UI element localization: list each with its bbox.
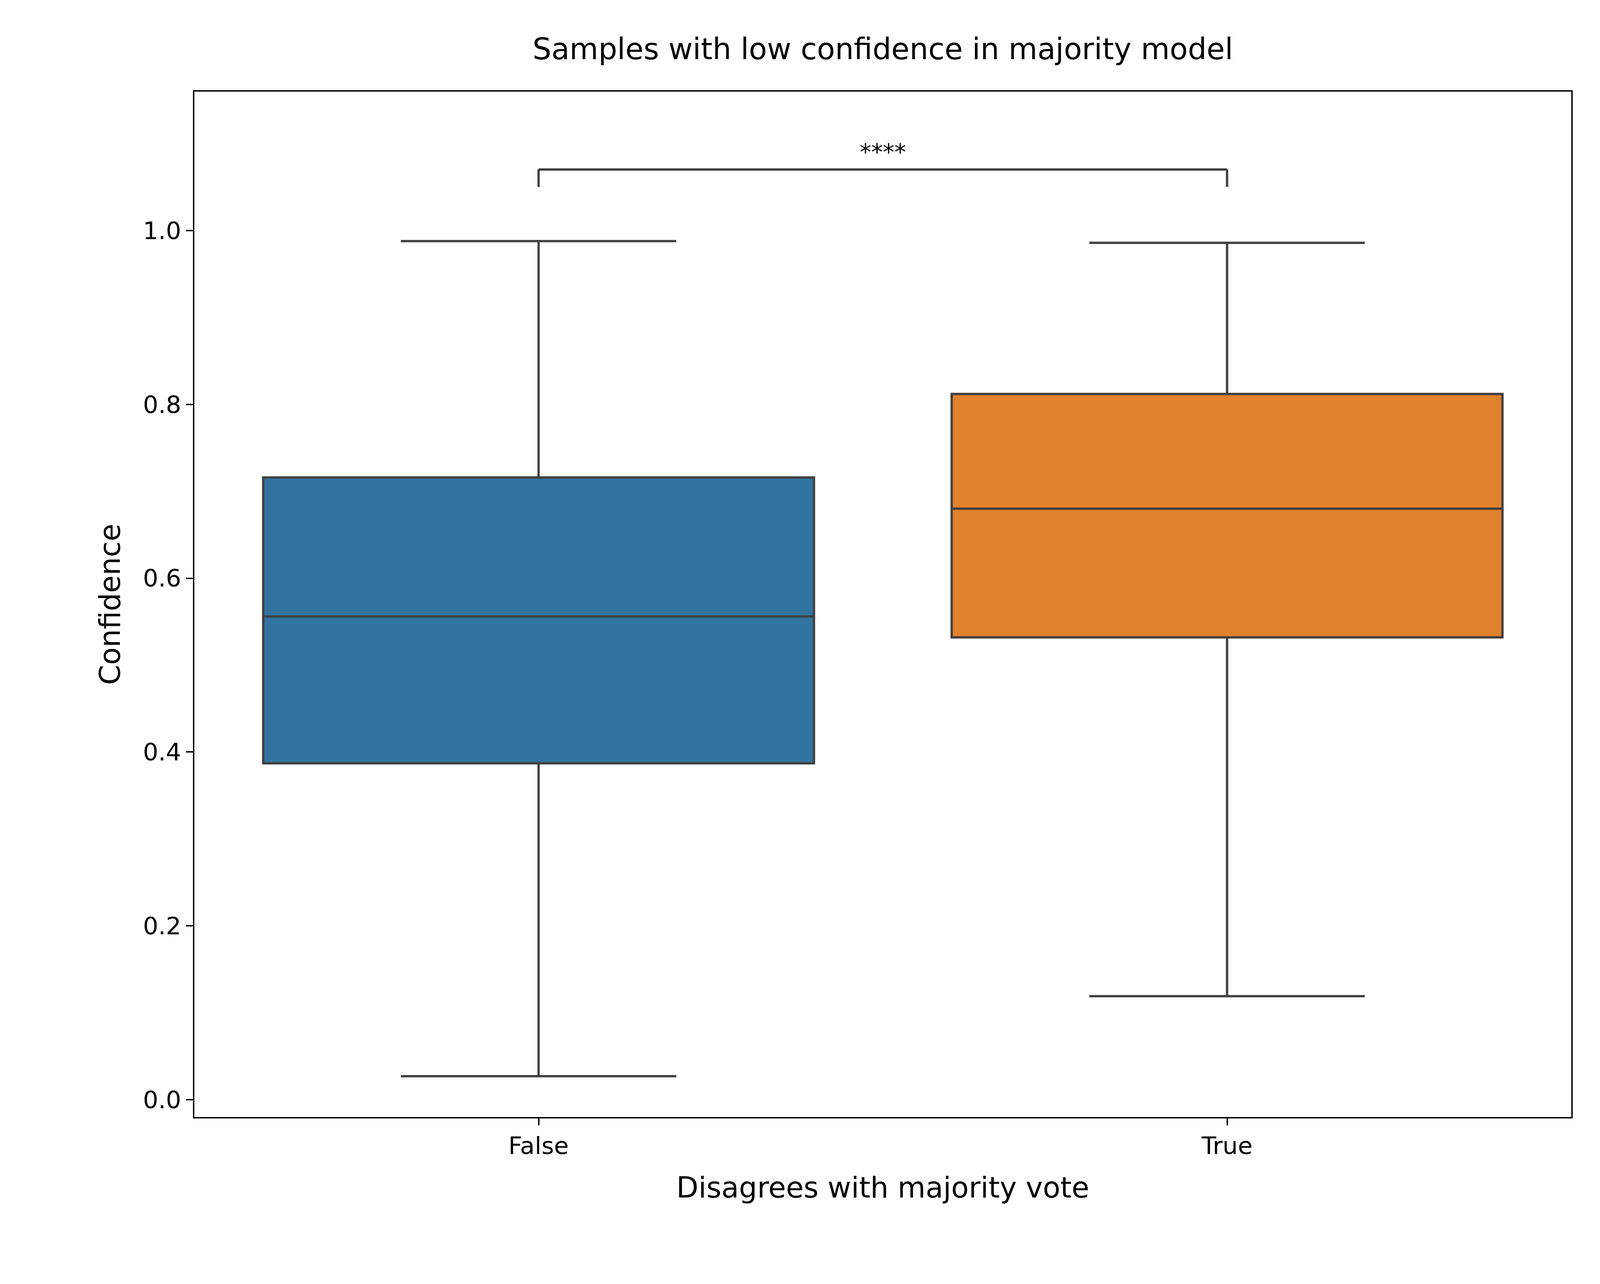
- svg-text:****: ****: [859, 138, 906, 166]
- svg-text:Confidence: Confidence: [93, 523, 127, 686]
- svg-text:0.4: 0.4: [142, 738, 182, 767]
- svg-text:True: True: [1201, 1132, 1253, 1160]
- svg-text:0.8: 0.8: [142, 390, 182, 419]
- svg-text:0.6: 0.6: [142, 564, 182, 593]
- svg-text:0.2: 0.2: [142, 912, 182, 941]
- svg-text:0.0: 0.0: [142, 1086, 182, 1115]
- svg-text:False: False: [508, 1132, 570, 1160]
- svg-text:Disagrees with majority vote: Disagrees with majority vote: [676, 1171, 1090, 1205]
- svg-text:Samples with low confidence in: Samples with low confidence in majority …: [532, 31, 1234, 67]
- svg-text:1.0: 1.0: [142, 217, 182, 245]
